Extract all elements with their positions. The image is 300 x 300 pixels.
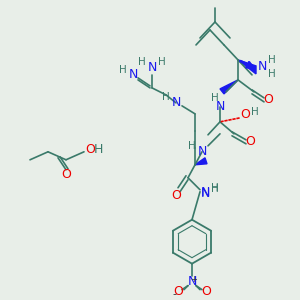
Text: H: H [158, 57, 166, 67]
Text: H: H [188, 141, 196, 151]
Text: N: N [147, 61, 157, 74]
Text: O: O [173, 285, 183, 298]
Text: N: N [200, 186, 210, 199]
Text: O: O [263, 93, 273, 106]
Text: H: H [211, 184, 219, 194]
Text: O: O [171, 189, 181, 202]
Text: H: H [268, 55, 276, 65]
Text: H: H [211, 93, 219, 103]
Polygon shape [238, 60, 256, 74]
Text: H: H [138, 57, 146, 67]
Text: N: N [187, 275, 197, 288]
Text: H: H [268, 69, 276, 79]
Text: N: N [200, 187, 210, 200]
Text: H: H [119, 65, 127, 75]
Text: +: + [190, 275, 197, 284]
Text: N: N [257, 60, 267, 74]
Text: O: O [240, 108, 250, 122]
Text: H: H [162, 92, 170, 102]
Text: O: O [85, 143, 95, 156]
Text: N: N [197, 145, 207, 158]
Text: H: H [251, 107, 259, 117]
Text: N: N [215, 100, 225, 113]
Polygon shape [220, 80, 238, 94]
Text: N: N [171, 96, 181, 110]
Text: N: N [128, 68, 138, 81]
Text: -: - [172, 289, 176, 298]
Text: O: O [61, 168, 71, 181]
Text: H: H [94, 143, 104, 156]
Text: H: H [211, 183, 219, 193]
Text: O: O [245, 135, 255, 148]
Polygon shape [195, 158, 207, 165]
Text: O: O [201, 285, 211, 298]
